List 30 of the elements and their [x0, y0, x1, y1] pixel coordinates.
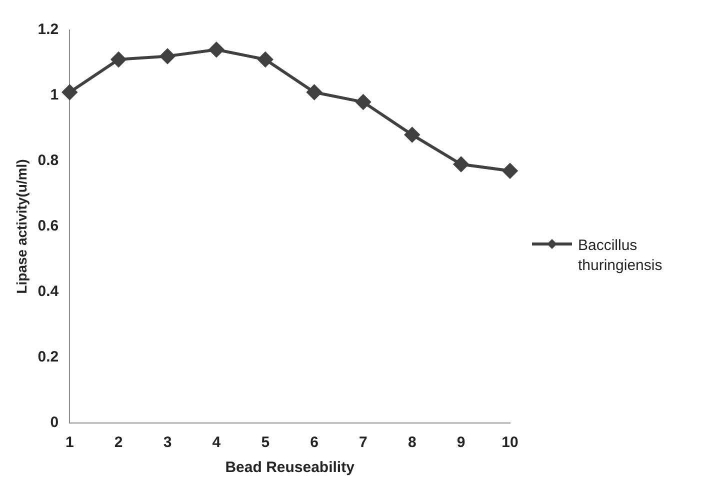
y-tick-label: 0 — [50, 414, 59, 432]
x-tick-label: 7 — [359, 434, 368, 452]
y-tick-label: 1 — [50, 86, 59, 104]
x-tick-label: 1 — [65, 434, 74, 452]
x-tick-label: 3 — [163, 434, 172, 452]
x-tick-label: 8 — [408, 434, 416, 452]
point — [160, 48, 176, 64]
y-tick-label: 0.8 — [38, 152, 59, 170]
y-axis-title: Lipase activity(u/ml) — [13, 159, 30, 294]
y-tick-label: 0.6 — [38, 218, 59, 235]
x-tick-label: 4 — [212, 434, 222, 452]
point — [454, 156, 469, 172]
x-tick-label: 9 — [456, 434, 466, 452]
x-tick-label: 5 — [261, 434, 270, 452]
y-tick-label: 0.2 — [38, 348, 59, 366]
x-tick-label: 10 — [502, 434, 518, 452]
y-tick-label: 1.2 — [38, 21, 59, 38]
point — [111, 52, 126, 67]
legend-label: Baccillus thuringiensis — [578, 236, 664, 276]
point — [208, 42, 224, 58]
y-tick-label: 0.4 — [38, 283, 60, 300]
x-axis-title: Bead Reuseability — [225, 459, 356, 476]
point — [356, 94, 371, 110]
x-tick-label: 2 — [114, 434, 123, 452]
x-tick-label: 6 — [310, 434, 318, 452]
point — [62, 84, 78, 100]
point — [502, 163, 518, 178]
point — [258, 52, 273, 67]
point — [306, 84, 322, 100]
point — [404, 127, 420, 142]
